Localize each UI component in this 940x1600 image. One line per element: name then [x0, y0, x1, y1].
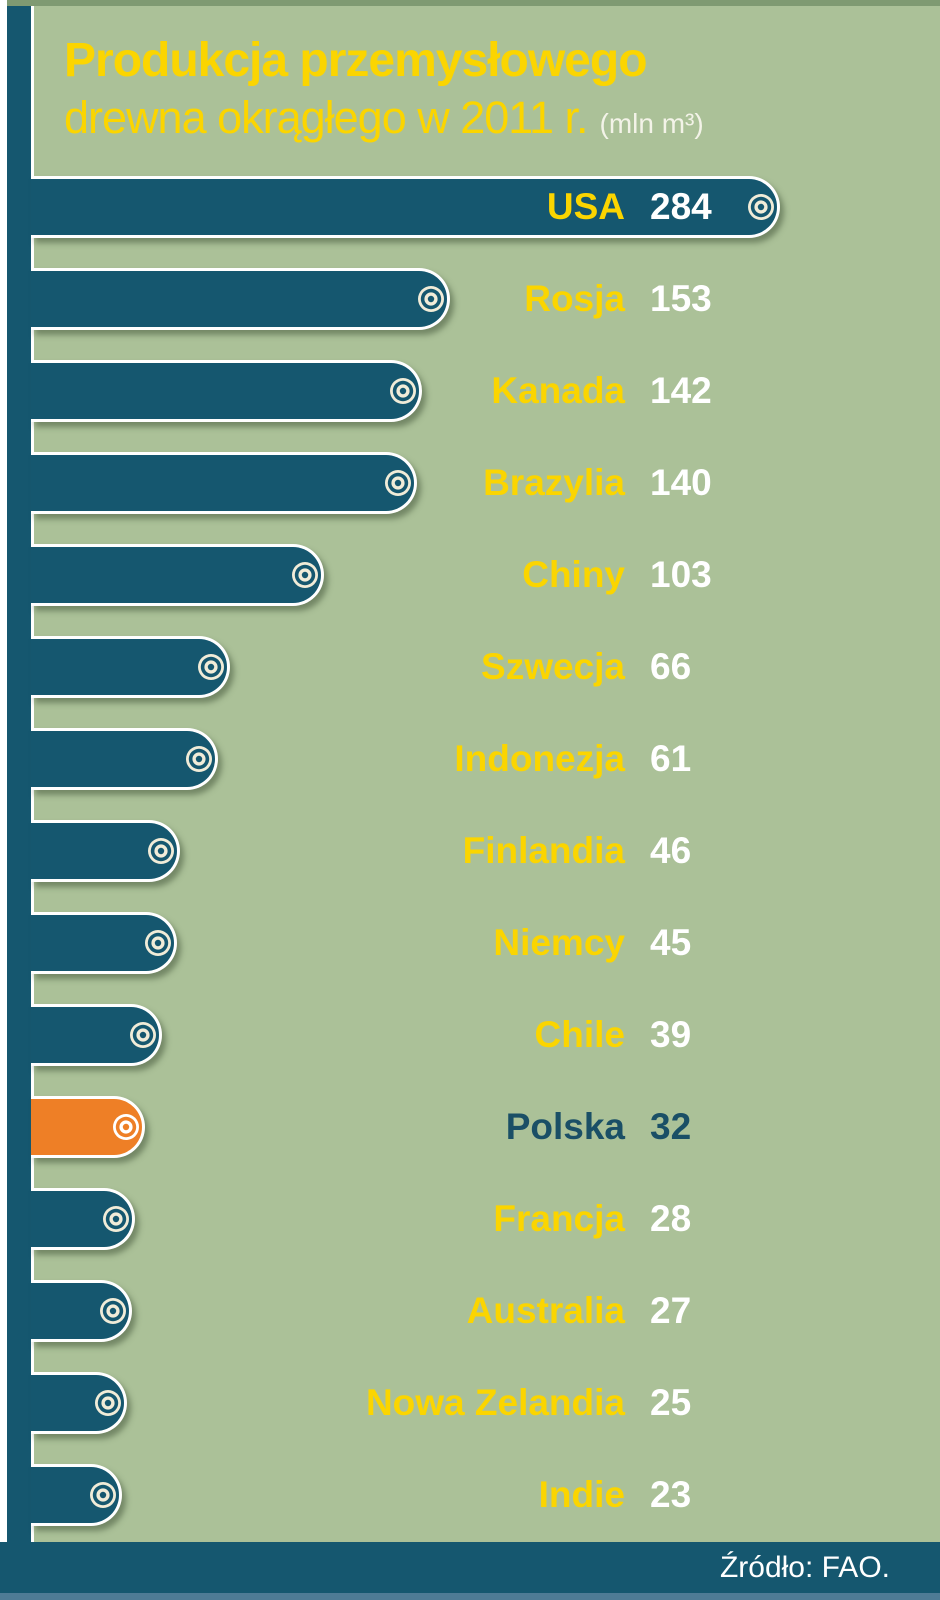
bar-nowa-zelandia	[31, 1372, 127, 1434]
chart-row-indonezja: Indonezja 61	[0, 728, 940, 790]
top-edge-strip	[7, 0, 940, 6]
bar-chile	[31, 1004, 163, 1066]
country-label-chile: Chile	[534, 1014, 625, 1055]
value-label-rosja: 153	[650, 278, 712, 319]
chart-row-australia: Australia 27	[0, 1280, 940, 1342]
log-end-icon	[147, 838, 174, 864]
country-label-niemcy: Niemcy	[493, 922, 625, 963]
log-end-icon	[198, 654, 225, 680]
chart-row-indie: Indie 23	[0, 1464, 940, 1526]
bar-indonezja	[31, 728, 218, 790]
log-end-icon	[384, 470, 411, 496]
bar-brazylia	[31, 452, 417, 514]
country-label-chiny: Chiny	[522, 554, 625, 595]
value-label-nowa-zelandia: 25	[650, 1382, 692, 1423]
log-end-icon	[185, 746, 212, 772]
country-label-usa: USA	[546, 186, 625, 227]
value-label-szwecja: 66	[650, 646, 692, 687]
chart-row-kanada: Kanada 142	[0, 360, 940, 422]
chart-row-niemcy: Niemcy 45	[0, 912, 940, 974]
value-label-australia: 27	[650, 1290, 692, 1331]
bar-niemcy	[31, 912, 178, 974]
bar-indie	[31, 1464, 122, 1526]
bar-francja	[31, 1188, 135, 1250]
log-end-icon	[89, 1482, 116, 1508]
title-line-2-text: drewna okrągłego w 2011 r.	[64, 91, 589, 143]
footer-bar: Źródło: FAO.	[0, 1542, 940, 1593]
chart-title: Produkcja przemysłowego drewna okrągłego…	[64, 34, 704, 142]
log-end-icon	[747, 194, 774, 220]
chart-row-polska: Polska 32	[0, 1096, 940, 1158]
bar-polska	[31, 1096, 145, 1158]
country-label-brazylia: Brazylia	[483, 462, 625, 503]
log-end-icon	[100, 1298, 127, 1324]
bar-finlandia	[31, 820, 180, 882]
country-label-finlandia: Finlandia	[462, 830, 625, 871]
value-label-brazylia: 140	[650, 462, 712, 503]
value-label-niemcy: 45	[650, 922, 692, 963]
log-end-icon	[102, 1206, 129, 1232]
log-end-icon	[130, 1022, 157, 1048]
bar-chiny	[31, 544, 324, 606]
bar-rosja	[31, 268, 450, 330]
bar-usa	[31, 176, 780, 238]
country-label-nowa-zelandia: Nowa Zelandia	[365, 1382, 625, 1423]
value-label-francja: 28	[650, 1198, 692, 1239]
chart-row-nowa-zelandia: Nowa Zelandia 25	[0, 1372, 940, 1434]
unit-label: (mln m³)	[599, 107, 704, 139]
country-label-indonezja: Indonezja	[454, 738, 625, 779]
bar-szwecja	[31, 636, 231, 698]
country-label-australia: Australia	[466, 1290, 625, 1331]
log-end-icon	[417, 286, 444, 312]
chart-row-szwecja: Szwecja 66	[0, 636, 940, 698]
chart-row-finlandia: Finlandia 46	[0, 820, 940, 882]
value-label-indonezja: 61	[650, 738, 692, 779]
title-line-1: Produkcja przemysłowego	[64, 34, 648, 87]
chart-row-rosja: Rosja 153	[0, 268, 940, 330]
country-label-szwecja: Szwecja	[481, 646, 625, 687]
chart-row-francja: Francja 28	[0, 1188, 940, 1250]
source-label: Źródło: FAO.	[719, 1551, 890, 1584]
title-line-2: drewna okrągłego w 2011 r. (mln m³)	[64, 93, 704, 143]
bar-australia	[31, 1280, 133, 1342]
value-label-polska: 32	[650, 1106, 692, 1147]
country-label-rosja: Rosja	[524, 278, 625, 319]
value-label-kanada: 142	[650, 370, 712, 411]
bar-kanada	[31, 360, 422, 422]
chart-row-usa: USA 284	[0, 176, 940, 238]
chart-row-chile: Chile 39	[0, 1004, 940, 1066]
log-end-icon	[291, 562, 318, 588]
country-label-indie: Indie	[538, 1474, 625, 1515]
country-label-francja: Francja	[493, 1198, 625, 1239]
value-label-chile: 39	[650, 1014, 692, 1055]
value-label-finlandia: 46	[650, 830, 692, 871]
log-end-icon	[112, 1114, 139, 1140]
value-label-chiny: 103	[650, 554, 712, 595]
log-end-icon	[389, 378, 416, 404]
value-label-usa: 284	[650, 186, 712, 227]
bottom-edge-strip	[0, 1593, 940, 1600]
log-end-icon	[145, 930, 172, 956]
country-label-polska: Polska	[505, 1106, 625, 1147]
chart-row-brazylia: Brazylia 140	[0, 452, 940, 514]
value-label-indie: 23	[650, 1474, 692, 1515]
log-end-icon	[95, 1390, 121, 1416]
country-label-kanada: Kanada	[491, 370, 625, 411]
chart-row-chiny: Chiny 103	[0, 544, 940, 606]
